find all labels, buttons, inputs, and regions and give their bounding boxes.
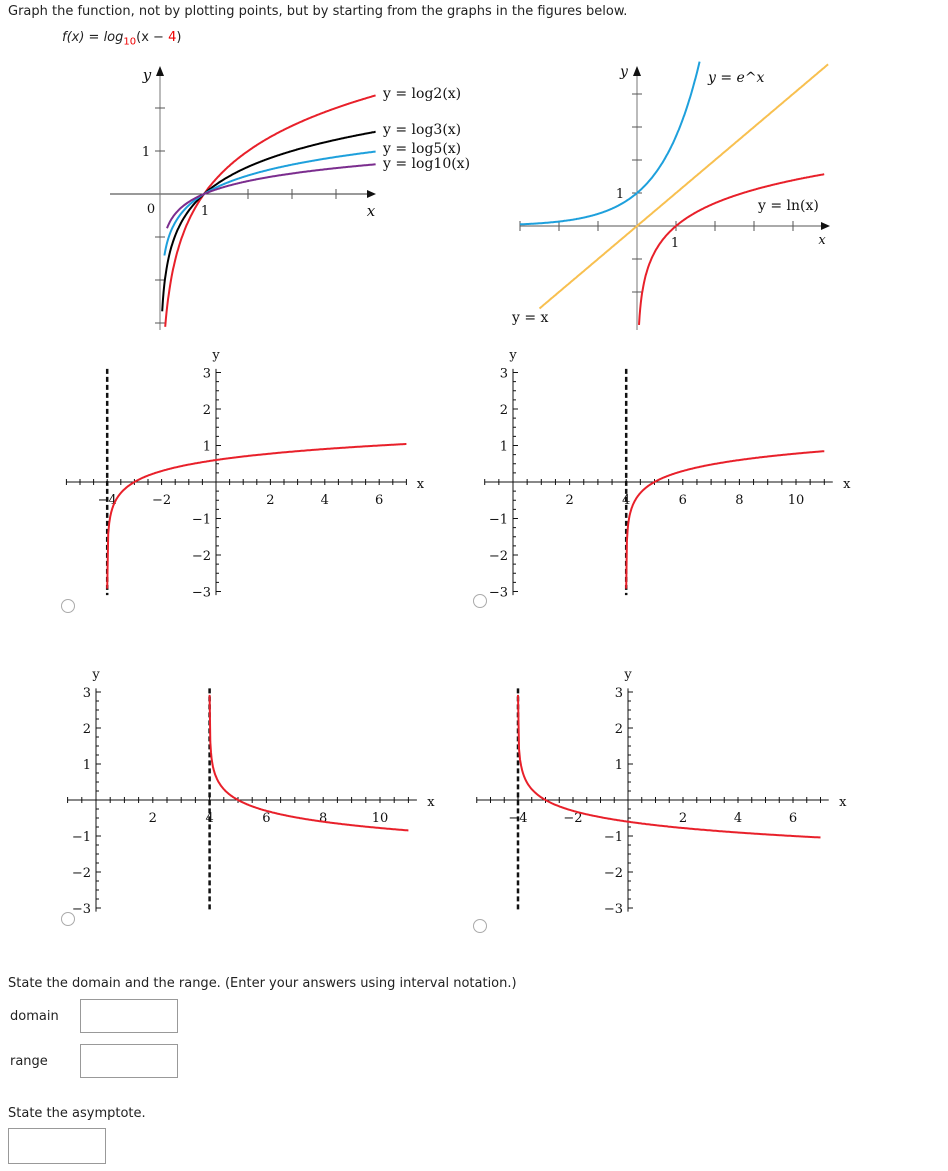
option-a-y-tick-label: 3 [203, 367, 211, 382]
option-d-radio[interactable] [473, 919, 487, 933]
option-b-y-axis-label: y [508, 348, 517, 363]
option-c-y-tick-label: −1 [72, 830, 91, 845]
instruction: Graph the function, not by plotting poin… [8, 4, 628, 19]
option-c-x-tick-label: 10 [372, 811, 389, 826]
option-b-y-tick-label: 3 [500, 367, 508, 382]
x-arrow-icon [821, 222, 830, 230]
option-a-radio[interactable] [61, 599, 75, 613]
option-d-y-tick-label: 1 [615, 758, 623, 773]
option-a-y-tick-label: 2 [203, 403, 211, 418]
function-arg-close: ) [176, 30, 182, 45]
option-b-x-tick-label: 8 [735, 493, 743, 508]
graphs: yx0 11y = log2(x)y = log3(x)y = log5(x)y … [65, 61, 851, 917]
function-lhs: f(x) = log [62, 30, 124, 45]
option-a-y-tick-label: −3 [192, 586, 211, 601]
y-axis-label: y [619, 64, 629, 80]
curve-ln [638, 173, 825, 325]
range-label: range [10, 1054, 48, 1069]
curve-label: y = log10(x) [382, 156, 470, 172]
curve-log10 [166, 163, 376, 229]
option-b-x-tick-label: 10 [788, 493, 805, 508]
option-b-x-axis-label: x [843, 477, 851, 492]
option-d-y-tick-label: −2 [604, 866, 623, 881]
option-b-x-tick-label: 2 [565, 493, 573, 508]
option-c-radio[interactable] [61, 912, 75, 926]
option-c-x-axis-label: x [427, 795, 435, 810]
tick-label: 1 [616, 187, 624, 202]
x-arrow-icon [367, 190, 376, 198]
curve-label: y = x [511, 310, 549, 326]
domain-range-prompt: State the domain and the range. (Enter y… [8, 976, 517, 991]
x-axis-label: x [367, 202, 376, 220]
option-d-y-tick-label: 3 [615, 686, 623, 701]
option-d-curve [517, 694, 821, 839]
option-d-x-tick-label: −2 [563, 811, 582, 826]
option-a-curve [106, 443, 407, 589]
function-arg-open: (x − [136, 30, 169, 45]
option-a-x-axis-label: x [417, 477, 425, 492]
option-c-x-tick-label: 6 [262, 811, 270, 826]
option-a-x-tick-label: 4 [321, 493, 329, 508]
curve-label: y = log5(x) [382, 141, 461, 157]
option-b-radio[interactable] [473, 594, 487, 608]
y-arrow-icon [156, 66, 164, 76]
domain-label: domain [10, 1009, 59, 1024]
y-arrow-icon [633, 66, 641, 76]
curve-label: y = e^x [707, 70, 765, 86]
option-c-y-tick-label: 1 [83, 758, 91, 773]
option-d-y-axis-label: y [623, 667, 632, 682]
tick-label: 1 [142, 145, 150, 160]
curve-label: y = log2(x) [382, 86, 461, 102]
option-c-curve [208, 694, 409, 832]
function-base: 10 [123, 36, 137, 48]
asymptote-prompt: State the asymptote. [8, 1106, 146, 1121]
option-d-y-tick-label: −1 [604, 830, 623, 845]
option-d-y-tick-label: −3 [604, 902, 623, 917]
option-d-x-tick-label: 2 [679, 811, 687, 826]
curve-label: y = ln(x) [757, 198, 819, 214]
option-d-x-tick-label: 4 [734, 811, 742, 826]
tick-label: 1 [671, 236, 679, 251]
curve-exp [519, 61, 701, 226]
option-c-x-tick-label: 8 [319, 811, 327, 826]
tick-label: 0 [147, 202, 155, 217]
option-b-y-tick-label: −2 [489, 549, 508, 564]
option-c-x-tick-label: 2 [149, 811, 157, 826]
function-shift: 4 [168, 30, 177, 45]
asymptote-input[interactable] [8, 1128, 106, 1164]
option-b-curve [625, 450, 825, 589]
option-c-y-tick-label: 2 [83, 722, 91, 737]
curve-label: y = log3(x) [382, 122, 461, 138]
option-b-y-tick-label: −3 [489, 586, 508, 601]
curve-log2 [164, 94, 376, 327]
option-a-y-tick-label: 1 [203, 440, 211, 455]
option-c-y-axis-label: y [91, 667, 100, 682]
option-b-y-tick-label: 1 [500, 440, 508, 455]
option-a-x-tick-label: 2 [266, 493, 274, 508]
option-a-x-tick-label: −2 [152, 493, 171, 508]
option-a-y-tick-label: −2 [192, 549, 211, 564]
option-c-y-tick-label: −2 [72, 866, 91, 881]
option-a-y-axis-label: y [211, 348, 220, 363]
range-input[interactable] [80, 1044, 178, 1078]
option-b-y-tick-label: −1 [489, 513, 508, 528]
x-axis-label: x [818, 233, 826, 248]
option-c-y-tick-label: −3 [72, 902, 91, 917]
function-expression: f(x) = log10(x − 4) [62, 30, 181, 48]
curve-identity [538, 63, 829, 310]
option-b-x-tick-label: 6 [679, 493, 687, 508]
tick-label: 1 [201, 204, 209, 219]
option-d-y-tick-label: 2 [615, 722, 623, 737]
domain-input[interactable] [80, 999, 178, 1033]
option-d-x-tick-label: 6 [789, 811, 797, 826]
y-axis-label: y [142, 66, 152, 84]
curve-log3 [161, 130, 376, 312]
option-a-y-tick-label: −1 [192, 513, 211, 528]
option-d-x-axis-label: x [839, 795, 847, 810]
option-c-y-tick-label: 3 [83, 686, 91, 701]
option-b-y-tick-label: 2 [500, 403, 508, 418]
option-a-x-tick-label: 6 [375, 493, 383, 508]
